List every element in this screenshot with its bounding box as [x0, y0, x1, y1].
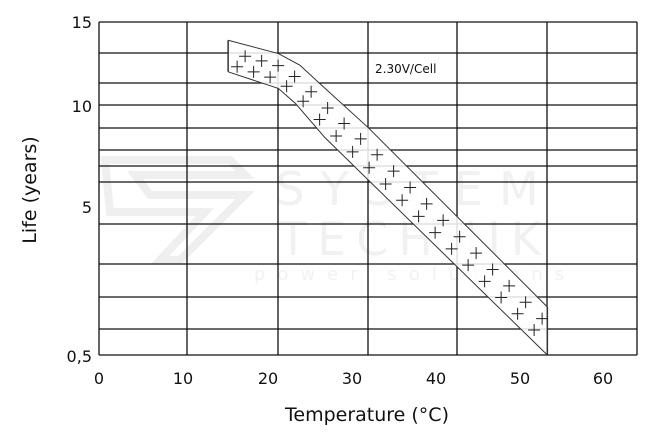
plus-marker	[363, 161, 376, 174]
plus-marker	[536, 312, 549, 325]
x-tick-label: 20	[258, 369, 278, 388]
plus-marker	[470, 247, 483, 260]
watermark-line-3: power solutions	[254, 264, 576, 285]
plus-marker	[280, 80, 293, 93]
plus-marker	[379, 177, 392, 190]
plus-marker	[486, 263, 499, 276]
watermark-logo	[100, 156, 255, 264]
x-axis-label: Temperature (°C)	[284, 404, 449, 426]
plus-marker	[330, 130, 343, 143]
plus-marker	[495, 291, 508, 304]
plus-marker	[371, 148, 384, 161]
y-axis-label: Life (years)	[19, 136, 41, 243]
plus-marker	[338, 117, 351, 130]
plus-marker	[247, 65, 260, 78]
plus-marker	[503, 279, 516, 292]
x-tick-label: 50	[510, 369, 530, 388]
y-tick-label: 15	[72, 13, 92, 32]
x-tick-label: 0	[94, 369, 104, 388]
x-tick-label: 60	[593, 369, 613, 388]
plus-marker	[429, 226, 442, 239]
plus-marker	[437, 214, 450, 227]
plus-marker	[478, 275, 491, 288]
plus-marker	[453, 230, 466, 243]
plus-marker	[445, 242, 458, 255]
plus-marker	[528, 324, 541, 337]
plus-marker	[305, 85, 318, 98]
plus-marker	[297, 95, 310, 108]
plus-marker	[462, 259, 475, 272]
plus-marker	[288, 70, 301, 83]
y-tick-label: 5	[82, 198, 92, 217]
plus-marker	[239, 50, 252, 63]
life-band	[227, 39, 549, 356]
y-tick-label: 0,5	[67, 347, 92, 366]
plus-marker	[420, 197, 433, 210]
x-tick-labels: 0 10 20 30 40 50 60	[94, 369, 613, 388]
plus-marker	[264, 71, 277, 84]
y-tick-labels: 15 10 5 0,5	[67, 13, 92, 366]
plus-marker	[272, 59, 285, 72]
plus-marker	[354, 132, 367, 145]
plus-marker	[387, 165, 400, 178]
x-tick-label: 30	[342, 369, 362, 388]
plus-marker	[519, 296, 532, 309]
plus-marker	[511, 307, 524, 320]
plus-marker	[321, 102, 334, 115]
plus-marker	[346, 145, 359, 158]
x-tick-label: 10	[173, 369, 193, 388]
annotation-label: 2.30V/Cell	[375, 62, 436, 76]
plus-marker	[313, 113, 326, 126]
y-tick-label: 10	[72, 97, 92, 116]
band-upper-curve	[227, 39, 548, 308]
grid	[98, 21, 638, 356]
plus-marker	[412, 210, 425, 223]
plus-marker	[404, 181, 417, 194]
x-tick-label: 40	[426, 369, 446, 388]
plus-marker	[231, 60, 244, 73]
band-lower-curve	[227, 71, 548, 356]
plus-marker	[255, 54, 268, 67]
plus-marker	[396, 194, 409, 207]
